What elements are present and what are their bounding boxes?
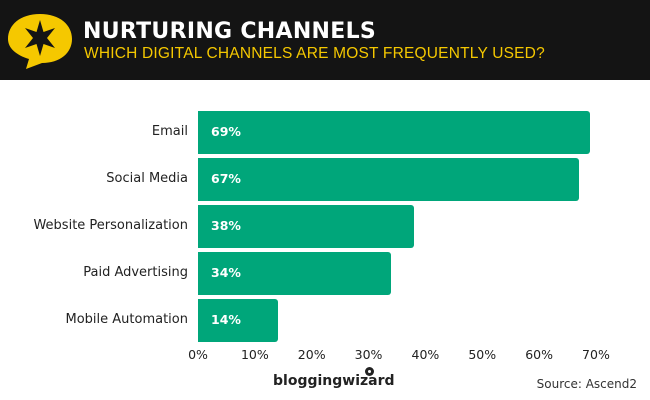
bar: 14%	[198, 299, 278, 342]
bar-value-label: 34%	[211, 265, 241, 280]
brand-logo: bloggingwizard	[273, 373, 395, 389]
x-axis-tick: 40%	[411, 347, 440, 362]
star-speech-bubble-icon	[8, 14, 72, 69]
x-axis-tick: 20%	[297, 347, 326, 362]
category-label: Paid Advertising	[83, 265, 188, 280]
category-label: Website Personalization	[33, 218, 188, 233]
x-axis-tick: 0%	[188, 347, 208, 362]
bar: 69%	[198, 111, 590, 154]
x-axis-tick: 10%	[240, 347, 269, 362]
chart-subtitle: WHICH DIGITAL CHANNELS ARE MOST FREQUENT…	[84, 45, 545, 62]
category-label: Mobile Automation	[65, 312, 189, 327]
x-axis-tick: 30%	[354, 347, 383, 362]
header-banner: NURTURING CHANNELS WHICH DIGITAL CHANNEL…	[0, 0, 650, 80]
bar: 67%	[198, 158, 579, 201]
category-label: Email	[151, 124, 188, 139]
x-axis-tick: 60%	[525, 347, 553, 362]
bar: 34%	[198, 252, 391, 295]
bar-value-label: 14%	[211, 312, 241, 327]
chart-title: NURTURING CHANNELS	[83, 19, 377, 44]
bar: 38%	[198, 205, 414, 248]
source-note: Source: Ascend2	[536, 377, 637, 391]
brand-wizard-icon	[365, 367, 374, 376]
category-label: Social Media	[106, 171, 188, 186]
bar-value-label: 67%	[211, 171, 241, 186]
x-axis-tick: 70%	[582, 347, 610, 362]
bar-value-label: 69%	[211, 124, 241, 139]
bar-value-label: 38%	[211, 218, 241, 233]
x-axis-tick: 50%	[468, 347, 497, 362]
